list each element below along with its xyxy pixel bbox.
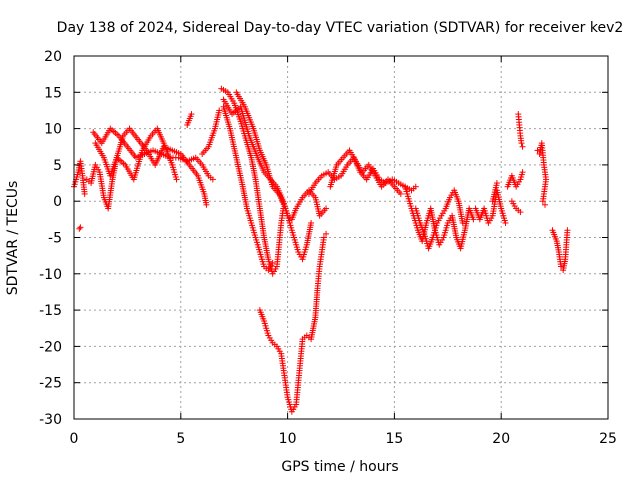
data-point xyxy=(209,176,216,183)
data-point xyxy=(81,190,88,197)
grid-lines xyxy=(74,56,608,419)
y-tick-label: -15 xyxy=(39,303,62,319)
chart-title: Day 138 of 2024, Sidereal Day-to-day VTE… xyxy=(57,20,624,36)
x-tick-label: 25 xyxy=(599,431,617,447)
data-point xyxy=(493,180,500,187)
y-tick-label: -25 xyxy=(39,376,62,392)
data-point xyxy=(470,216,477,223)
x-tick-label: 20 xyxy=(492,431,510,447)
data-point xyxy=(269,259,276,266)
x-tick-label: 15 xyxy=(385,431,403,447)
x-tick-label: 0 xyxy=(70,431,79,447)
data-point xyxy=(173,176,180,183)
x-axis-label: GPS time / hours xyxy=(281,459,398,475)
y-axis-label: SDTVAR / TECUs xyxy=(5,181,21,296)
data-point xyxy=(323,230,330,237)
data-point xyxy=(203,201,210,208)
data-point xyxy=(519,143,526,150)
y-tick-label: -30 xyxy=(39,412,62,428)
data-point xyxy=(77,224,84,231)
data-point xyxy=(502,219,509,226)
data-point xyxy=(558,263,565,270)
data-point xyxy=(519,169,526,176)
x-tick-label: 10 xyxy=(279,431,297,447)
axis-ticks: -30 -25 -20 -15 -10 -5 0 5 10 15 20 0 5 10 15 20 25 xyxy=(39,49,617,447)
data-point xyxy=(320,234,327,241)
y-tick-label: 15 xyxy=(44,85,62,101)
y-tick-label: 0 xyxy=(53,194,62,210)
data-point xyxy=(412,183,419,190)
y-tick-label: 5 xyxy=(53,158,62,174)
data-point xyxy=(541,201,548,208)
data-point xyxy=(539,198,546,205)
data-point xyxy=(397,190,404,197)
data-points xyxy=(71,85,571,415)
y-tick-label: -20 xyxy=(39,339,62,355)
data-point xyxy=(76,225,83,232)
y-tick-label: 20 xyxy=(44,49,62,65)
x-tick-label: 5 xyxy=(176,431,185,447)
data-point xyxy=(323,205,330,212)
data-point xyxy=(308,219,315,226)
data-point xyxy=(188,111,195,118)
data-point xyxy=(518,140,525,147)
y-tick-label: -5 xyxy=(48,231,62,247)
data-point xyxy=(517,209,524,216)
data-point xyxy=(216,107,223,114)
y-tick-label: -10 xyxy=(39,267,62,283)
data-point xyxy=(459,219,466,226)
data-point xyxy=(564,227,571,234)
y-tick-label: 10 xyxy=(44,122,62,138)
